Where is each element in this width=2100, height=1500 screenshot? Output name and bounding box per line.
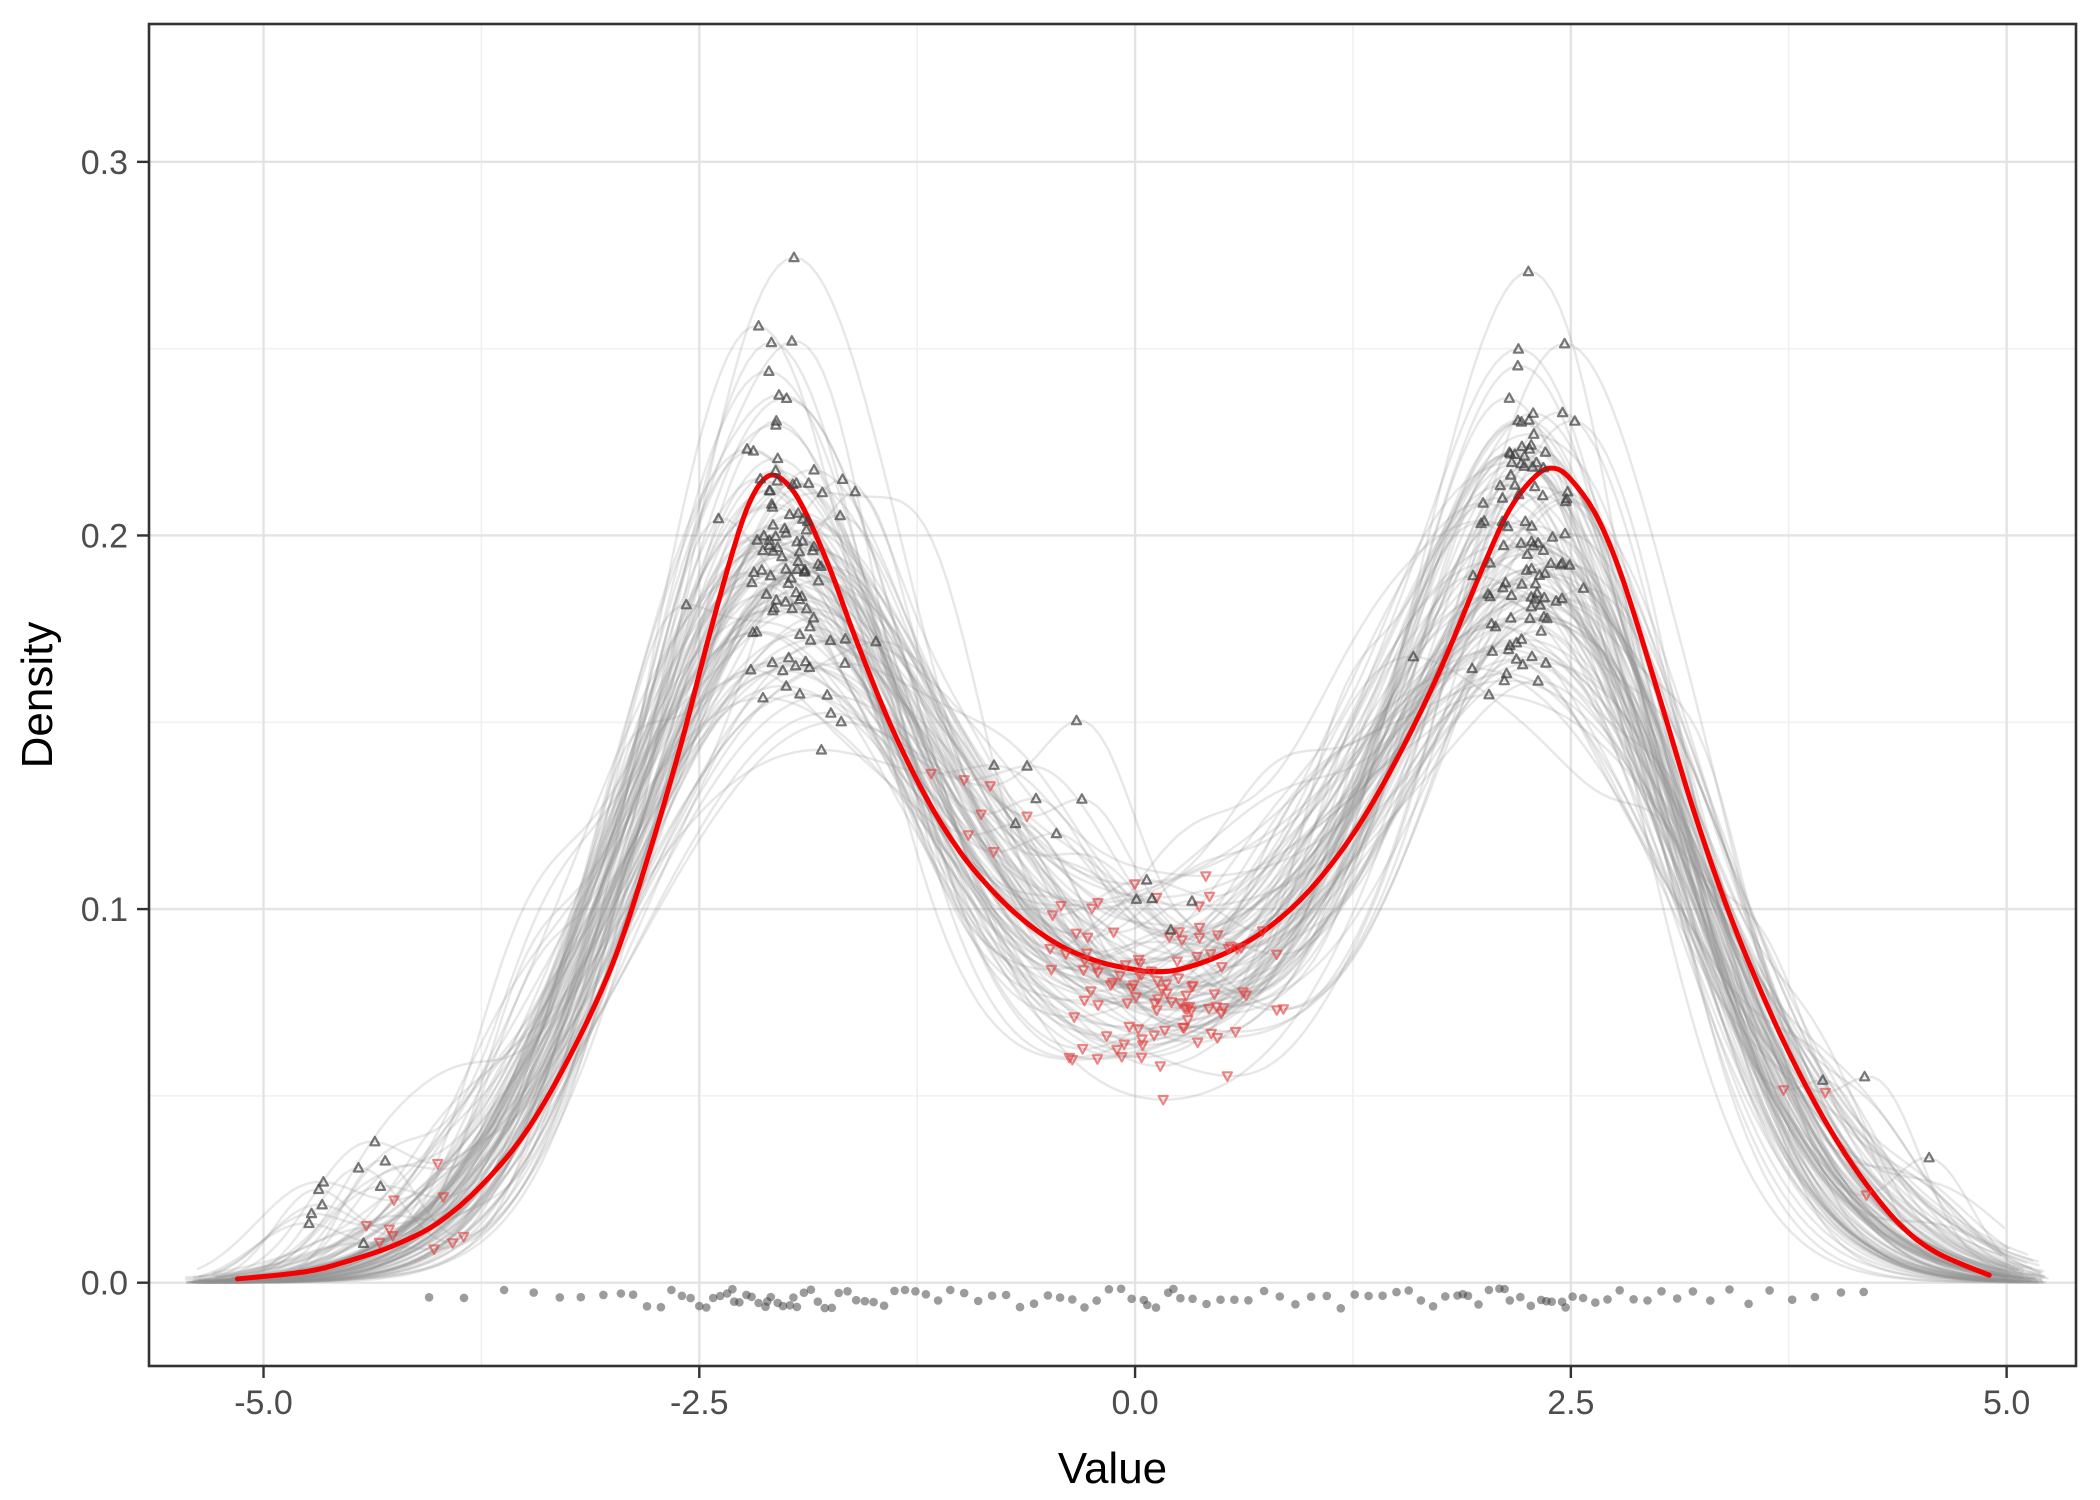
x-axis-title: Value (1058, 1444, 1167, 1493)
y-tick-label: 0.2 (81, 517, 128, 555)
bootstrap-curves (184, 256, 2049, 1284)
gridlines-major (149, 24, 2076, 1366)
x-tick-label: -2.5 (670, 1384, 729, 1422)
x-tick-label: 5.0 (1983, 1384, 2030, 1422)
gridlines-minor (149, 24, 2076, 1366)
x-tick-label: -5.0 (234, 1384, 293, 1422)
rug-points (424, 1284, 1868, 1313)
peak-markers (303, 251, 1935, 1248)
panel-border (147, 22, 2078, 1368)
y-tick-label: 0.1 (81, 891, 128, 929)
y-axis-title: Density (13, 622, 62, 769)
y-tick-label: 0.0 (81, 1265, 128, 1303)
trough-markers (360, 768, 1873, 1255)
y-axis: 0.0 0.1 0.2 0.3 (81, 144, 149, 1303)
y-tick-label: 0.3 (81, 144, 128, 182)
x-tick-label: 2.5 (1547, 1384, 1594, 1422)
x-axis: -5.0 -2.5 0.0 2.5 5.0 (234, 1366, 2030, 1422)
x-tick-label: 0.0 (1111, 1384, 1158, 1422)
mean-density-curve (234, 465, 1992, 1282)
